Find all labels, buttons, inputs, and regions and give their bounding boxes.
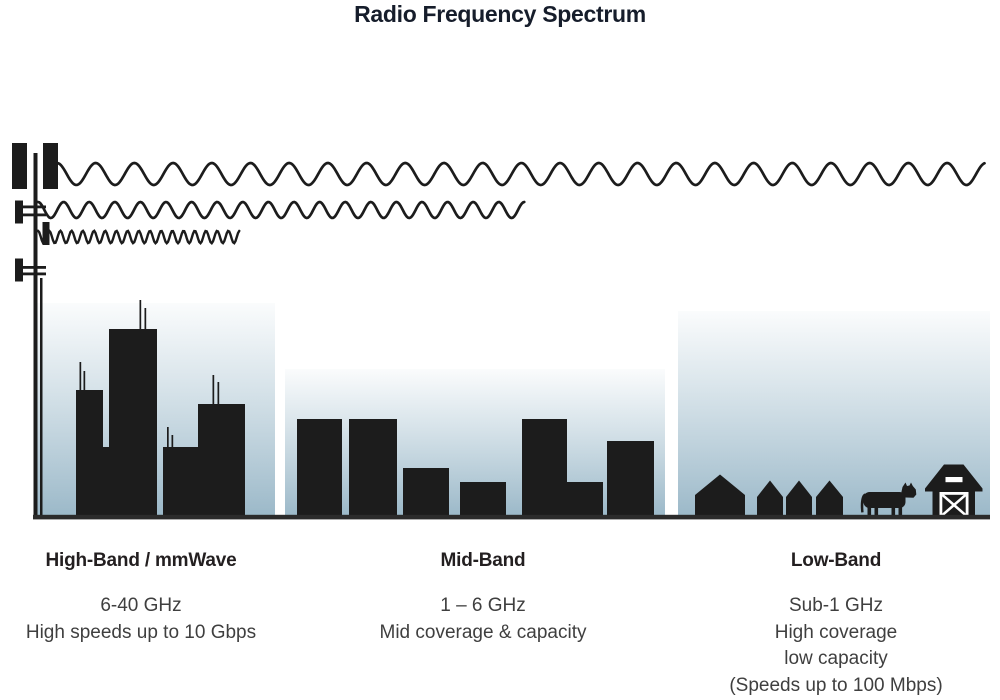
band-heading-high: High-Band / mmWave (45, 550, 237, 571)
buildings-mid-band (297, 419, 654, 518)
low-band-wave (55, 161, 986, 187)
band-detail-low-2: low capacity (784, 648, 888, 669)
barn-icon (925, 464, 983, 518)
ground-line (33, 514, 990, 520)
band-heading-mid: Mid-Band (440, 550, 526, 571)
mid-band-wave (36, 200, 526, 220)
band-detail-high: High speeds up to 10 Gbps (25, 621, 257, 643)
spectrum-illustration (12, 143, 990, 520)
high-band-wave (36, 228, 241, 246)
band-detail-low-1: High coverage (774, 621, 898, 643)
page-title: Radio Frequency Spectrum (354, 1, 646, 27)
band-detail-mid: Mid coverage & capacity (379, 621, 587, 643)
band-detail-low-3: (Speeds up to 100 Mbps) (729, 674, 943, 696)
band-heading-low: Low-Band (790, 550, 882, 571)
band-label-low: Low-Band Sub-1 GHz High coverage low cap… (706, 549, 966, 699)
band-label-mid: Mid-Band 1 – 6 GHz Mid coverage & capaci… (353, 549, 613, 646)
band-frequency-high: 6-40 GHz (100, 595, 182, 616)
band-frequency-mid: 1 – 6 GHz (440, 595, 526, 616)
band-frequency-low: Sub-1 GHz (789, 595, 883, 616)
cow-icon (860, 482, 917, 518)
band-label-high: High-Band / mmWave 6-40 GHz High speeds … (11, 549, 271, 646)
city-buildings-high-band (76, 300, 245, 518)
cell-tower-icon (12, 143, 58, 519)
houses-low-band (695, 474, 843, 518)
